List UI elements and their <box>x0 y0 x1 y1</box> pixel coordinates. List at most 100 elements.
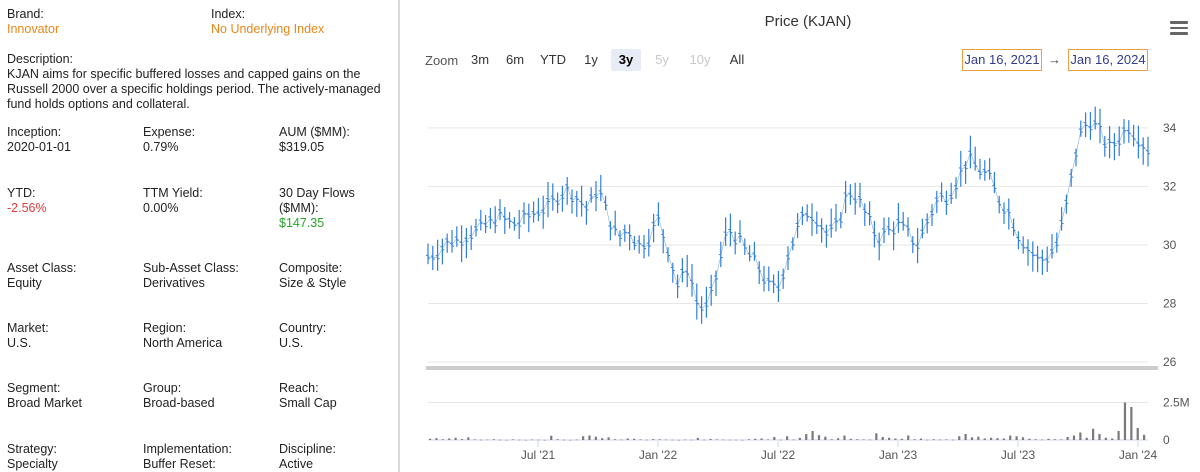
description-line-1: KJAN aims for specific buffered losses a… <box>7 67 361 81</box>
volume-bar <box>562 439 566 441</box>
price-connector <box>475 221 482 229</box>
volume-bar <box>684 439 687 441</box>
price-connector <box>528 212 534 216</box>
volume-bar <box>671 439 674 441</box>
price-connector <box>643 244 649 248</box>
price-connector <box>864 210 870 216</box>
date-to-input[interactable]: Jan 16, 2024 <box>1068 49 1148 71</box>
price-connector <box>494 211 501 225</box>
price-connector <box>1037 256 1043 260</box>
volume-bar <box>1092 428 1095 440</box>
reach-label: Reach: <box>279 381 319 395</box>
price-connector <box>1085 123 1091 129</box>
volume-bar <box>1136 428 1139 440</box>
zoom-ytd-button[interactable]: YTD <box>540 52 566 67</box>
volume-bar <box>626 438 629 440</box>
volume-bar <box>1085 437 1088 440</box>
volume-bar <box>505 439 508 441</box>
description-line-2: Russell 2000 over a specific holdings pe… <box>7 82 381 96</box>
reach-value: Small Cap <box>279 396 337 410</box>
price-connector <box>638 242 645 248</box>
volume-bar <box>1143 434 1146 440</box>
price-connector <box>518 212 525 225</box>
price-connector <box>773 282 779 289</box>
price-connector <box>562 186 568 197</box>
expense-label: Expense: <box>143 125 196 139</box>
price-connector <box>830 220 837 227</box>
price-connector <box>1114 142 1120 145</box>
market-field: Market: U.S. <box>7 321 49 351</box>
volume-bar <box>696 437 699 440</box>
volume-bar <box>843 435 846 440</box>
zoom-3y-button[interactable]: 3y <box>611 49 641 71</box>
volume-bar <box>741 439 744 441</box>
volume-bar <box>556 439 559 440</box>
price-connector <box>797 213 803 226</box>
price-connector <box>653 216 659 225</box>
price-connector <box>1075 130 1082 155</box>
panel-divider <box>398 0 400 472</box>
price-connector <box>725 230 731 234</box>
volume-bar <box>970 437 974 440</box>
ytd-label: YTD: <box>7 186 36 200</box>
price-connector <box>442 240 448 249</box>
volume-bar <box>754 438 757 440</box>
volume-bar <box>1111 438 1114 440</box>
volume-bar <box>454 437 457 440</box>
price-connector <box>960 166 966 170</box>
volume-bar <box>786 436 789 440</box>
ytd-value: -2.56% <box>7 201 47 215</box>
group-value: Broad-based <box>143 396 215 410</box>
price-connector <box>686 272 693 282</box>
x-axis-tick-label: Jul '22 <box>761 448 796 462</box>
volume-bar <box>1015 436 1018 440</box>
index-value[interactable]: No Underlying Index <box>211 22 325 36</box>
price-connector <box>437 248 443 258</box>
volume-bar <box>945 439 948 440</box>
volume-bar <box>1072 435 1076 440</box>
zoom-6m-button[interactable]: 6m <box>505 52 525 67</box>
strategy-field: Strategy: Specialty <box>7 442 58 472</box>
country-value: U.S. <box>279 336 304 350</box>
price-connector <box>542 199 549 212</box>
fund-details-panel: Brand: Innovator Index: No Underlying In… <box>0 0 395 472</box>
hamburger-menu-icon[interactable] <box>1170 21 1188 35</box>
price-connector <box>523 212 529 216</box>
price-connector <box>970 152 976 165</box>
volume-bar <box>939 439 942 441</box>
price-connector <box>1118 129 1125 143</box>
ttm-yield-field: TTM Yield: 0.00% <box>143 186 203 216</box>
zoom-all-button[interactable]: All <box>729 52 745 67</box>
volume-bar <box>594 436 597 440</box>
volume-bar <box>633 438 636 440</box>
price-connector <box>1032 253 1038 257</box>
asset-class-field: Asset Class: Equity <box>7 261 76 291</box>
composite-label: Composite: <box>279 261 343 275</box>
group-field: Group: Broad-based <box>143 381 215 411</box>
reach-field: Reach: Small Cap <box>279 381 337 411</box>
date-from-input[interactable]: Jan 16, 2021 <box>962 49 1042 71</box>
volume-bar <box>486 439 489 441</box>
brand-value[interactable]: Innovator <box>7 22 60 36</box>
volume-bar <box>990 437 993 440</box>
zoom-1y-button[interactable]: 1y <box>584 52 598 67</box>
price-connector <box>936 194 942 200</box>
zoom-label: Zoom <box>425 53 459 68</box>
volume-bar <box>1066 437 1069 440</box>
volume-bar <box>429 438 432 440</box>
volume-bar <box>728 439 731 441</box>
price-connector <box>514 223 520 225</box>
zoom-3m-button[interactable]: 3m <box>470 52 490 67</box>
expense-field: Expense: 0.79% <box>143 125 195 155</box>
price-connector <box>922 221 928 232</box>
price-connector <box>466 236 472 240</box>
volume-bar <box>958 436 961 440</box>
region-field: Region: North America <box>143 321 222 351</box>
price-connector <box>912 242 918 247</box>
volume-axis-tick-label: 2.5M <box>1163 396 1190 410</box>
volume-bar <box>779 439 782 441</box>
flows-field: 30 Day Flows ($MM): $147.35 <box>279 186 355 231</box>
volume-bar <box>658 439 661 440</box>
price-connector <box>446 240 453 245</box>
price-connector <box>566 186 573 201</box>
